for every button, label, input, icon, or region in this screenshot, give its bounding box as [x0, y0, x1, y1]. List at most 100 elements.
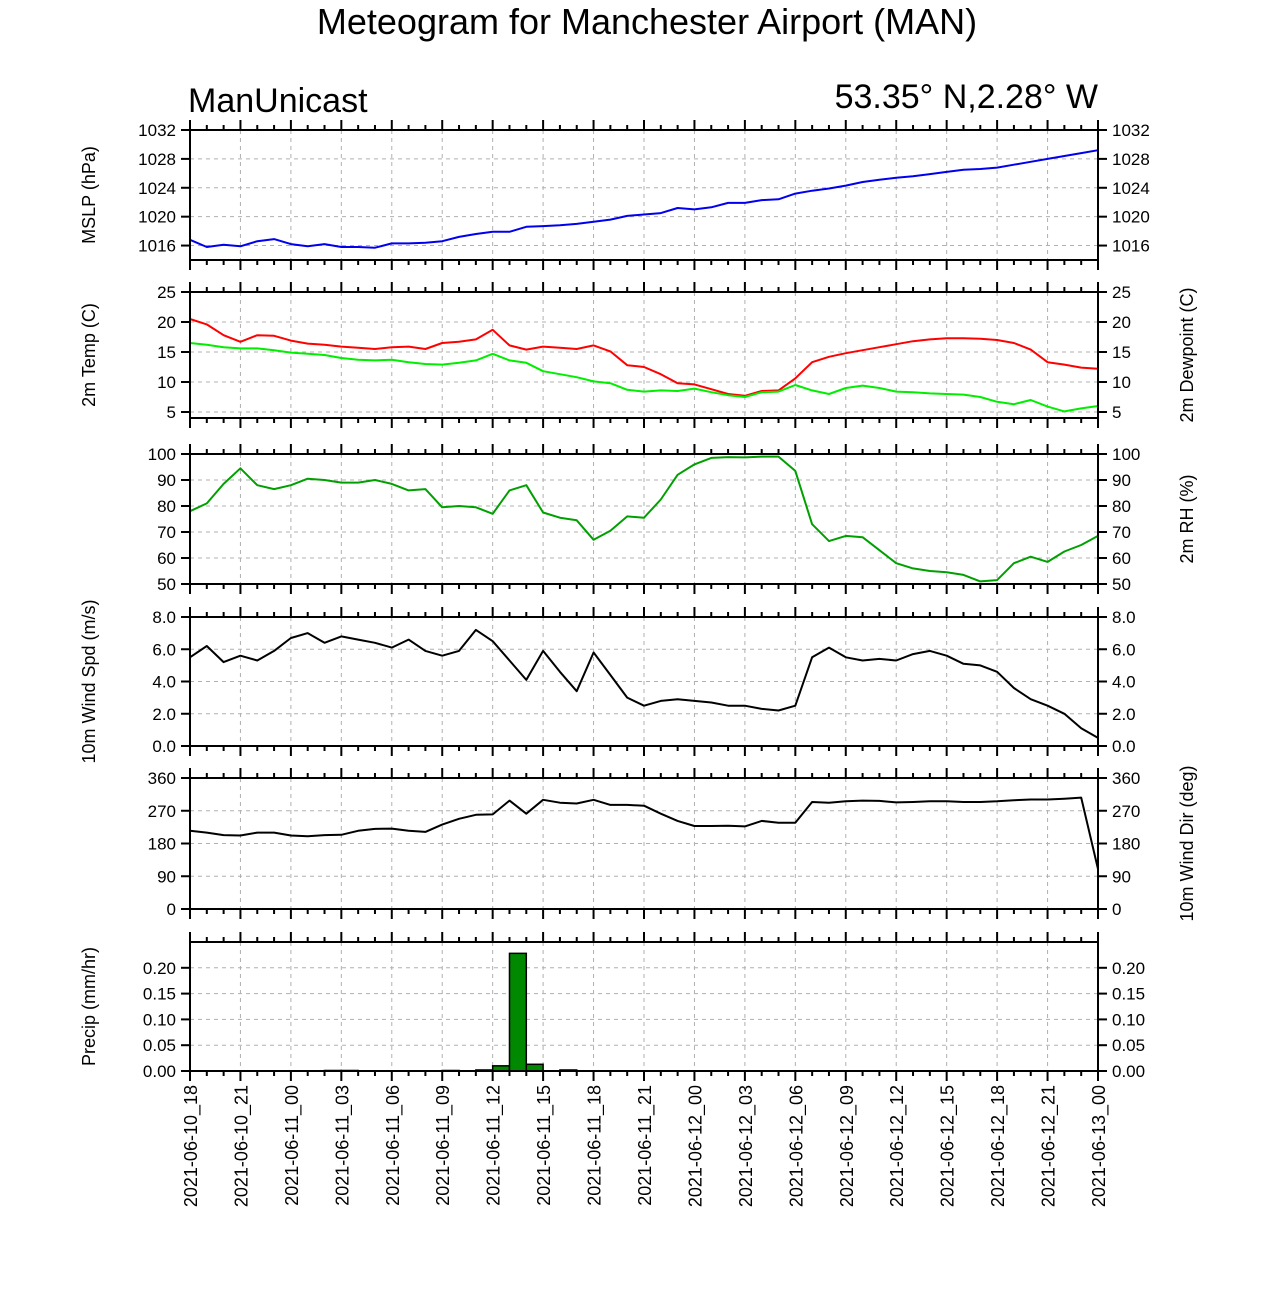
y-tick-label-left: 90: [157, 471, 176, 490]
x-tick-label: 2021-06-12_21: [1039, 1085, 1060, 1207]
y-tick-label-left: 60: [157, 549, 176, 568]
panel-wdir: 0 0 90 90 180 180 270 270 360 360 10m Wind Dir (de…: [148, 765, 1197, 921]
y-tick-label-right: 0.00: [1112, 1062, 1145, 1081]
x-tick-label: 2021-06-11_18: [585, 1085, 606, 1206]
series-line-wdir-0: [189, 796, 1099, 870]
precip-bar: [508, 952, 528, 1072]
y-tick-label-right: 25: [1112, 283, 1131, 302]
y-tick-label-right: 0.20: [1112, 959, 1145, 978]
series-line-temp-1: [189, 342, 1099, 413]
y-tick-label-right: 360: [1112, 769, 1140, 788]
y-axis-label-right: 10m Wind Dir (deg): [1177, 765, 1197, 921]
y-tick-label-right: 90: [1112, 867, 1131, 886]
x-tick-label: 2021-06-13_00: [1089, 1085, 1110, 1207]
y-axis-label-left: 10m Wind Spd (m/s): [79, 599, 99, 763]
precip-bar: [525, 1063, 544, 1072]
y-axis-label-left: 2m Temp (C): [79, 303, 99, 407]
x-tick-label: 2021-06-12_09: [837, 1085, 858, 1207]
y-tick-label-right: 70: [1112, 523, 1131, 542]
x-tick-label: 2021-06-11_06: [383, 1085, 404, 1206]
panel-temp: 5 5 10 10 15 15 20 20 25 25 2m Temp (C) 2m Dewpoint…: [79, 282, 1197, 428]
x-tick-label: 2021-06-11_09: [433, 1085, 454, 1206]
x-tick-label: 2021-06-11_03: [332, 1085, 353, 1206]
y-tick-label-left: 100: [148, 445, 176, 464]
panel-wspd: 0.0 0.0 2.0 2.0 4.0 4.0 6.0 6.0 8.0 8.0 10m Wind S…: [79, 599, 1136, 763]
panel-mslp: 1016 1016 1020 1020 1024 1024 1028 1028 1032 1032…: [79, 120, 1150, 270]
y-tick-label-right: 0.10: [1112, 1010, 1145, 1029]
panel-precip: 0.00 0.00 0.05 0.05 0.10 0.10 0.15 0.15 0.20 0.20…: [79, 932, 1145, 1081]
y-tick-label-left: 8.0: [152, 608, 176, 627]
y-tick-label-right: 1020: [1112, 208, 1150, 227]
y-tick-label-left: 4.0: [152, 673, 176, 692]
x-tick-label: 2021-06-12_03: [736, 1085, 757, 1207]
x-tick-label: 2021-06-11_15: [534, 1085, 555, 1206]
y-tick-label-right: 100: [1112, 445, 1140, 464]
y-tick-label-right: 4.0: [1112, 673, 1136, 692]
y-tick-label-left: 10: [157, 373, 176, 392]
x-tick-label: 2021-06-12_12: [887, 1085, 908, 1207]
y-tick-label-right: 180: [1112, 835, 1140, 854]
x-tick-label: 2021-06-10_18: [181, 1085, 202, 1207]
y-tick-label-right: 0.0: [1112, 737, 1136, 756]
y-tick-label-right: 2.0: [1112, 705, 1136, 724]
y-tick-label-right: 20: [1112, 313, 1131, 332]
y-tick-label-left: 25: [157, 283, 176, 302]
y-tick-label-right: 60: [1112, 549, 1131, 568]
x-tick-label: 2021-06-12_06: [786, 1085, 807, 1207]
y-tick-label-right: 0: [1112, 900, 1121, 919]
y-tick-label-right: 1024: [1112, 179, 1150, 198]
y-tick-label-left: 2.0: [152, 705, 176, 724]
y-tick-label-right: 6.0: [1112, 640, 1136, 659]
y-tick-label-right: 5: [1112, 403, 1121, 422]
panel-rh: 50 50 60 60 70 70 80 80 90 90 100 100 2m RH (%): [148, 444, 1197, 594]
y-tick-label-right: 90: [1112, 471, 1131, 490]
x-tick-label: 2021-06-12_15: [938, 1085, 959, 1207]
y-tick-label-right: 80: [1112, 497, 1131, 516]
y-tick-label-left: 0.05: [143, 1036, 176, 1055]
y-tick-label-left: 50: [157, 575, 176, 594]
y-tick-label-right: 1028: [1112, 150, 1150, 169]
series-line-mslp-0: [189, 149, 1099, 249]
model-label: ManUnicast: [188, 82, 368, 120]
x-tick-label: 2021-06-12_18: [988, 1085, 1009, 1207]
y-tick-label-right: 15: [1112, 343, 1131, 362]
y-tick-label-left: 0.0: [152, 737, 176, 756]
series-line-rh-0: [189, 455, 1099, 583]
y-tick-label-left: 20: [157, 313, 176, 332]
y-tick-label-right: 0.05: [1112, 1036, 1145, 1055]
y-tick-label-left: 0.10: [143, 1010, 176, 1029]
y-tick-label-left: 270: [148, 802, 176, 821]
y-tick-label-left: 1032: [138, 121, 176, 140]
series-line-wspd-0: [189, 628, 1099, 739]
y-axis-label-right: 2m Dewpoint (C): [1177, 287, 1197, 422]
x-tick-label: 2021-06-11_00: [282, 1085, 303, 1206]
y-tick-label-left: 0: [167, 900, 176, 919]
y-tick-label-left: 70: [157, 523, 176, 542]
y-axis-label-left: Precip (mm/hr): [79, 947, 99, 1066]
y-tick-label-right: 50: [1112, 575, 1131, 594]
y-tick-label-left: 80: [157, 497, 176, 516]
y-tick-label-right: 10: [1112, 373, 1131, 392]
x-tick-label: 2021-06-11_21: [635, 1085, 656, 1206]
y-tick-label-left: 1024: [138, 179, 176, 198]
y-tick-label-left: 1028: [138, 150, 176, 169]
y-tick-label-right: 0.15: [1112, 985, 1145, 1004]
y-tick-label-left: 360: [148, 769, 176, 788]
y-tick-label-left: 90: [157, 867, 176, 886]
y-tick-label-left: 1016: [138, 237, 176, 256]
y-axis-label-left: MSLP (hPa): [79, 146, 99, 244]
y-tick-label-left: 0.00: [143, 1062, 176, 1081]
y-tick-label-left: 1020: [138, 208, 176, 227]
y-tick-label-left: 180: [148, 835, 176, 854]
location-label: 53.35° N,2.28° W: [835, 78, 1098, 116]
y-tick-label-left: 0.20: [143, 959, 176, 978]
y-tick-label-right: 1016: [1112, 237, 1150, 256]
y-tick-label-left: 0.15: [143, 985, 176, 1004]
y-tick-label-left: 15: [157, 343, 176, 362]
y-axis-label-right: 2m RH (%): [1177, 475, 1197, 564]
y-tick-label-left: 5: [167, 403, 176, 422]
x-tick-label: 2021-06-12_00: [685, 1085, 706, 1207]
x-tick-label: 2021-06-10_21: [231, 1085, 252, 1207]
